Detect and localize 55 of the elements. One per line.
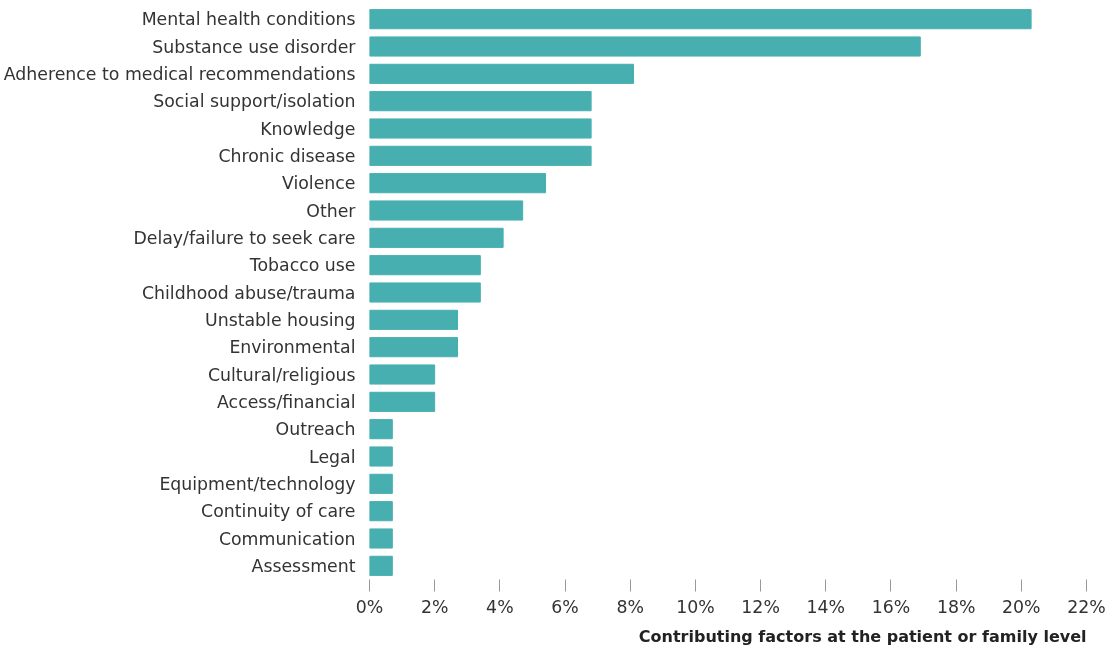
y-tick-label: Unstable housing bbox=[205, 309, 356, 330]
bar bbox=[369, 446, 393, 467]
bar bbox=[369, 282, 481, 303]
y-tick-label: Knowledge bbox=[260, 118, 356, 139]
x-tick-label: 14% bbox=[806, 596, 846, 617]
bar bbox=[369, 528, 393, 549]
x-tick-label: 18% bbox=[936, 596, 976, 617]
y-tick-label: Access/financial bbox=[217, 391, 356, 412]
x-tick-label: 4% bbox=[486, 596, 514, 617]
bar bbox=[369, 309, 458, 330]
y-tick-label: Tobacco use bbox=[248, 255, 356, 276]
x-tick-label: 16% bbox=[871, 596, 911, 617]
x-tick-label: 20% bbox=[1002, 596, 1041, 617]
x-tick-label: 6% bbox=[551, 596, 579, 617]
y-tick-label: Substance use disorder bbox=[152, 36, 357, 57]
x-axis-title: Contributing factors at the patient or family level bbox=[638, 626, 1087, 646]
y-tick-label: Social support/isolation bbox=[153, 91, 356, 112]
y-tick-label: Environmental bbox=[229, 337, 356, 358]
y-tick-label: Mental health conditions bbox=[141, 9, 356, 30]
y-tick-label: Outreach bbox=[275, 419, 356, 440]
bar bbox=[369, 364, 436, 385]
bar bbox=[369, 36, 921, 57]
y-tick-label: Violence bbox=[281, 173, 356, 194]
bar bbox=[369, 63, 634, 84]
bar bbox=[369, 200, 524, 221]
bar bbox=[369, 173, 546, 194]
y-tick-label: Adherence to medical recommendations bbox=[3, 63, 356, 84]
y-tick-label: Cultural/religious bbox=[207, 364, 356, 385]
y-tick-label: Delay/failure to seek care bbox=[133, 227, 356, 248]
x-tick-label: 2% bbox=[420, 596, 449, 617]
bar bbox=[369, 91, 592, 112]
x-tick-label: 22% bbox=[1067, 596, 1106, 617]
y-tick-label: Legal bbox=[309, 446, 356, 467]
y-tick-label: Communication bbox=[218, 528, 356, 549]
bar bbox=[369, 419, 393, 440]
bar bbox=[369, 501, 393, 522]
bar bbox=[369, 473, 393, 494]
y-tick-label: Other bbox=[306, 200, 357, 221]
y-tick-label: Assessment bbox=[251, 555, 356, 576]
y-tick-label: Equipment/technology bbox=[159, 473, 356, 494]
bar bbox=[369, 145, 592, 166]
x-tick-label: 0% bbox=[355, 596, 384, 617]
bar bbox=[369, 118, 592, 139]
x-tick-label: 10% bbox=[676, 596, 715, 617]
y-tick-label: Childhood abuse/trauma bbox=[141, 282, 356, 303]
bar bbox=[369, 555, 393, 576]
bar bbox=[369, 391, 436, 412]
bar bbox=[369, 227, 504, 248]
bar bbox=[369, 337, 458, 358]
x-tick-label: 12% bbox=[741, 596, 780, 617]
x-tick-label: 8% bbox=[616, 596, 644, 617]
bar bbox=[369, 255, 481, 276]
y-tick-label: Continuity of care bbox=[201, 501, 356, 522]
y-tick-label: Chronic disease bbox=[218, 145, 356, 166]
bar bbox=[369, 9, 1032, 30]
